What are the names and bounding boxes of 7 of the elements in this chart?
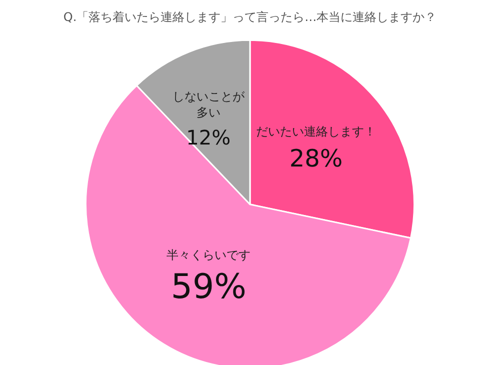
data-label: 59%: [170, 266, 246, 307]
data-label: 28%: [289, 144, 343, 173]
slice-label: 半々くらいです: [166, 248, 251, 262]
slice-label: だいたい連絡します！: [256, 124, 376, 139]
slice-label: しないことが多い: [172, 89, 246, 120]
chart-title: Q.「落ち着いたら連絡します」って言ったら…本当に連絡しますか？: [63, 10, 437, 24]
data-label: 12%: [186, 125, 231, 150]
